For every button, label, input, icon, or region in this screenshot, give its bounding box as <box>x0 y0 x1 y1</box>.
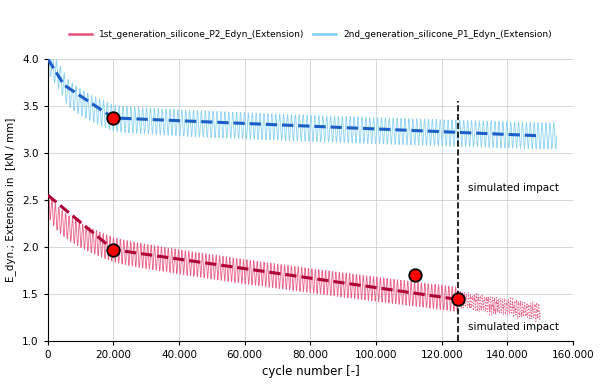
Legend: 1st_generation_silicone_P2_Edyn_(Extension), 2nd_generation_silicone_P1_Edyn_(Ex: 1st_generation_silicone_P2_Edyn_(Extensi… <box>65 26 556 43</box>
Y-axis label: E_dyn.; Extension in  [kN / mm]: E_dyn.; Extension in [kN / mm] <box>5 118 16 282</box>
Text: simulated impact: simulated impact <box>468 184 559 194</box>
X-axis label: cycle number [-]: cycle number [-] <box>262 366 359 379</box>
Text: simulated impact: simulated impact <box>468 322 559 332</box>
